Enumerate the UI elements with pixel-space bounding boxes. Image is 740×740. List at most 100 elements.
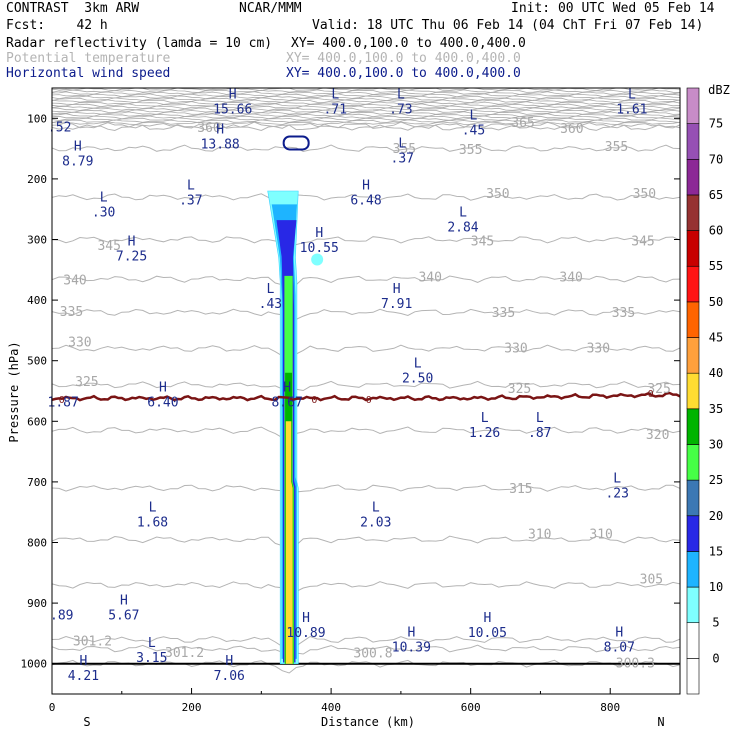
colorbar-segment: [686, 194, 700, 231]
theta-contour-line: [52, 119, 680, 123]
wind-speed-value: 1.68: [137, 516, 168, 531]
wind-extremum-marker: H: [407, 625, 415, 640]
wind-speed-value: .37: [391, 151, 414, 166]
x-tick-label: 200: [182, 701, 202, 714]
colorbar-segment: [686, 551, 700, 588]
theta-label: 330: [68, 336, 91, 351]
theta-contour-line: [52, 581, 680, 593]
theta-label: 345: [631, 234, 654, 249]
theta-label: 340: [63, 274, 86, 289]
colorbar-tick-label: 20: [709, 509, 723, 523]
valid-time: Valid: 18 UTC Thu 06 Feb 14 (04 ChT Fri …: [312, 18, 704, 33]
colorbar-tick-label: 30: [709, 437, 723, 451]
wind-extremum-marker: H: [128, 235, 136, 250]
theta-label: 325: [75, 375, 98, 390]
y-tick-label: 400: [27, 294, 47, 307]
theta-label: 325: [647, 382, 670, 397]
wind-extremum-marker: H: [159, 381, 167, 396]
zero-contour-label: 0: [366, 395, 372, 406]
wind-speed-value: 6.48: [350, 193, 381, 208]
wind-extremum-marker: L: [266, 282, 274, 297]
wind-max-contour: [282, 135, 310, 151]
x-end-label-north: N: [657, 715, 664, 729]
wind-extremum-marker: L: [331, 87, 339, 102]
colorbar-tick-label: 75: [709, 117, 723, 131]
colorbar-segment: [686, 479, 700, 517]
wind-extremum-marker: L: [372, 501, 380, 516]
y-tick-label: 100: [27, 112, 47, 125]
wind-speed-value: 10.05: [468, 626, 507, 641]
theta-label: 300.8: [353, 646, 392, 661]
theta-label: 320: [646, 428, 669, 443]
field-3-xy: XY= 400.0,100.0 to 400.0,400.0: [286, 66, 521, 81]
wind-speed-value: .73: [389, 102, 412, 117]
wind-extremum-marker: L: [397, 87, 405, 102]
zero-contour-line: [52, 391, 680, 402]
wind-speed-value: 8.79: [62, 154, 93, 169]
theta-contour-line: [52, 107, 680, 112]
y-tick-label: 800: [27, 537, 47, 550]
wind-extremum-marker: L: [613, 472, 621, 487]
theta-contour-line: [52, 193, 680, 201]
wind-speed-value: .89: [50, 608, 73, 623]
colorbar-tick-label: 40: [709, 366, 723, 380]
plot-frame: [51, 87, 681, 695]
colorbar-tick-label: 60: [709, 224, 723, 238]
theta-label: 325: [508, 382, 531, 397]
colorbar-tick-label: 10: [709, 580, 723, 594]
theta-contour-line: [52, 308, 680, 320]
y-tick-label: 200: [27, 173, 47, 186]
forecast-hour: Fcst: 42 h: [6, 18, 108, 33]
x-tick-label: 800: [600, 701, 620, 714]
colorbar-segment: [686, 337, 700, 374]
wind-speed-value: 7.06: [214, 669, 245, 684]
theta-label: 310: [589, 528, 612, 543]
theta-contour-line: [52, 144, 680, 153]
init-time: Init: 00 UTC Wed 05 Feb 14: [511, 1, 715, 16]
wind-extremum-marker: H: [283, 381, 291, 396]
wind-speed-value: 8.07: [604, 640, 635, 655]
theta-label: 340: [559, 271, 582, 286]
wind-speed-value: 4.21: [68, 669, 99, 684]
theta-contour-line: [52, 535, 680, 551]
field-1-xy: XY= 400.0,100.0 to 400.0,400.0: [291, 36, 526, 51]
theta-label: 310: [528, 528, 551, 543]
wind-speed-value: 7.25: [116, 250, 147, 265]
wind-speed-value: .43: [259, 297, 282, 312]
colorbar-segment: [686, 87, 700, 124]
wind-extremum-marker: H: [120, 593, 128, 608]
wind-extremum-marker: L: [459, 206, 467, 221]
wind-extremum-marker: L: [536, 411, 544, 426]
theta-contour-line: [52, 117, 680, 122]
zero-contour-label: 0: [59, 395, 65, 406]
wind-speed-value: .23: [605, 487, 628, 502]
wind-speed-value: 10.89: [286, 626, 325, 641]
colorbar-segment: [686, 230, 700, 267]
colorbar-segment: [686, 622, 700, 659]
wind-speed-value: 8.67: [271, 396, 302, 411]
theta-label: 360: [560, 122, 583, 137]
chart-labels: 360 365 360 355 355 355 350 350 345 345 345 340 340 3…: [48, 87, 671, 684]
theta-label: 345: [471, 234, 494, 249]
wind-extremum-marker: H: [74, 139, 82, 154]
wind-speed-value: .30: [92, 205, 115, 220]
x-axis-label: Distance (km): [321, 715, 415, 729]
y-axis-label: Pressure (hPa): [7, 341, 21, 442]
wind-extremum-marker: L: [414, 356, 422, 371]
y-tick-label: 700: [27, 476, 47, 489]
wind-speed-value: 10.39: [392, 640, 431, 655]
theta-label: 330: [504, 342, 527, 357]
theta-contour-line: [52, 644, 680, 655]
theta-contour-line: [52, 275, 680, 289]
colorbar-segment: [686, 444, 700, 481]
y-tick-label: 300: [27, 234, 47, 247]
field-1-name: Radar reflectivity (lamda = 10 cm): [6, 36, 273, 51]
y-tick-label: 900: [27, 597, 47, 610]
wind-speed-value: 3.15: [136, 651, 167, 666]
field-2-xy: XY= 400.0,100.0 to 400.0,400.0: [286, 51, 521, 66]
theta-label: 330: [587, 342, 610, 357]
theta-label: 355: [605, 140, 628, 155]
colorbar: 0 5 10 15 20 25 30 35 40 45 50 55 60 65 70 75: [686, 87, 723, 695]
theta-label: 301.2: [165, 646, 204, 661]
